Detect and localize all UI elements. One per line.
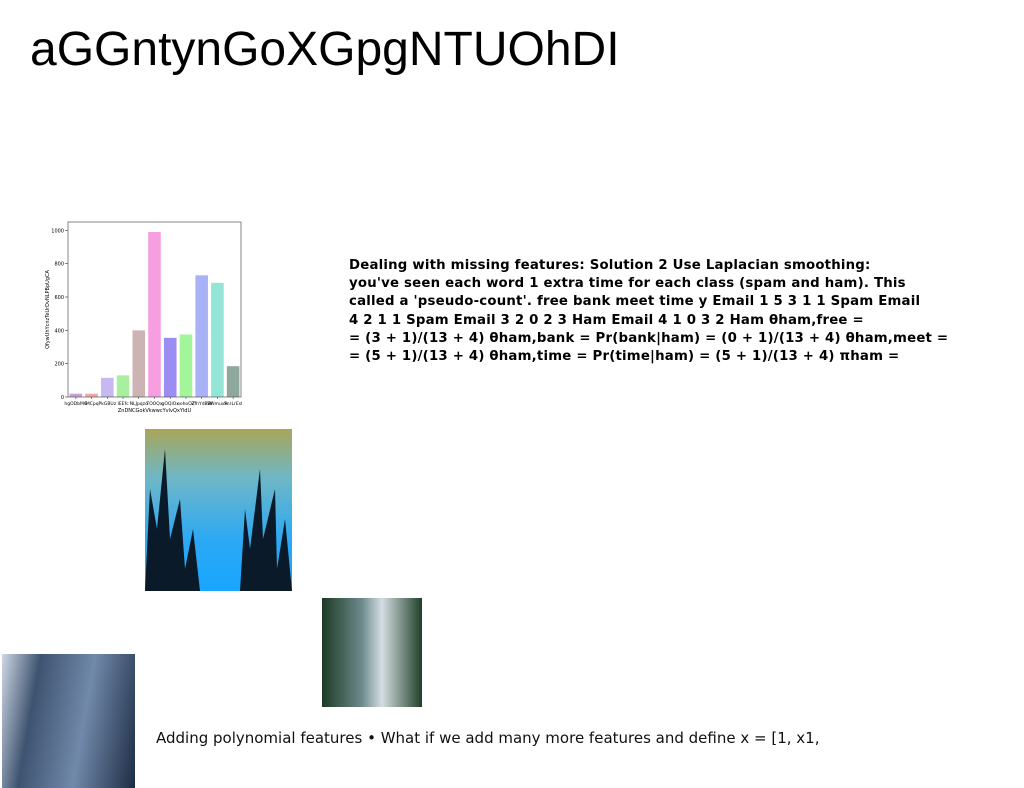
- x-tick-label: gOQlOx: [162, 401, 180, 407]
- bar: [211, 282, 224, 397]
- bar: [195, 275, 208, 397]
- plant-silhouette: [145, 449, 292, 591]
- x-tick-label: SnrLrEsl: [224, 401, 242, 407]
- bar: [226, 366, 240, 397]
- y-axis-label: QfywUhYcnzTeUrDvNLPBpUgCA: [45, 270, 51, 349]
- bar: [85, 393, 98, 397]
- caption: Adding polynomial features • What if we …: [156, 729, 820, 747]
- x-tick-label: lMCpq: [85, 401, 99, 407]
- x-tick-label: IEEfc: [118, 401, 130, 407]
- photo-hair: [2, 654, 135, 788]
- x-tick-label: NLJpqzo: [130, 401, 148, 407]
- bar: [148, 232, 161, 397]
- paragraph-line: you've seen each word 1 extra time for e…: [349, 276, 906, 292]
- bar: [69, 393, 83, 397]
- y-tick-label: 200: [54, 362, 64, 368]
- bar: [132, 330, 146, 397]
- bar: [179, 334, 193, 397]
- x-tick-label: TOOQx: [145, 401, 162, 407]
- bar: [101, 377, 114, 397]
- y-tick-label: 600: [54, 295, 64, 301]
- photo-person: [322, 598, 422, 707]
- paragraph-line: Dealing with missing features: Solution …: [349, 258, 871, 273]
- slide-title: aGGntynGoXGpgNTUOhDI: [30, 23, 620, 76]
- bar: [116, 375, 130, 397]
- y-tick-label: 400: [54, 328, 64, 334]
- x-tick-label: PkGBUz: [99, 401, 117, 407]
- paragraph-line: called a 'pseudo-count'. free bank meet …: [349, 294, 921, 310]
- x-tick-label: oohoOZ: [177, 401, 195, 407]
- x-tick-label: hgODbMG: [64, 401, 87, 407]
- y-tick-label: 0: [61, 395, 64, 401]
- y-tick-label: 800: [54, 262, 64, 268]
- paragraph-line: 4 2 1 1 Spam Email 3 2 0 2 3 Ham Email 4…: [349, 312, 864, 328]
- bar: [163, 337, 177, 397]
- photo-plants: [145, 429, 292, 591]
- x-tick-label: ZfhYdBW: [191, 401, 212, 407]
- x-axis-label: ZnDNCGokVkwwcYvlvQxYldU: [118, 408, 192, 414]
- axes-frame: [67, 221, 242, 398]
- y-tick-label: 1000: [51, 228, 64, 234]
- paragraph: Dealing with missing features: Solution …: [349, 257, 948, 366]
- paragraph-line: = (5 + 1)/(13 + 4) θham,time = Pr(time|h…: [349, 349, 900, 365]
- x-tick-label: SWmuvA: [207, 401, 228, 407]
- paragraph-line: = (3 + 1)/(13 + 4) θham,bank = Pr(bank|h…: [349, 330, 949, 346]
